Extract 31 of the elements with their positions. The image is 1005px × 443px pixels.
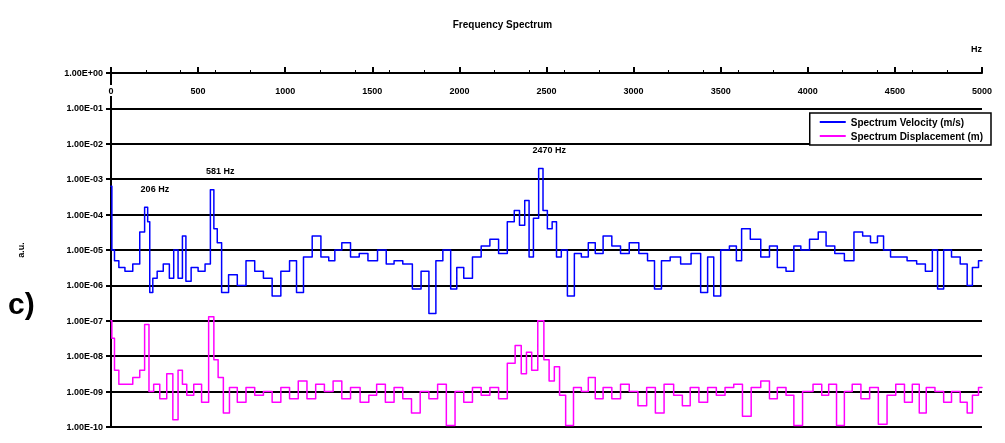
x-axis-title: Hz (970, 43, 983, 54)
chart-title: Frequency Spectrum (452, 18, 553, 30)
x-tick-label: 1500 (362, 85, 383, 96)
y-tick-label: 1.00E-03 (66, 174, 103, 185)
x-tick-label: 3000 (623, 85, 644, 96)
annotation: 2470 Hz (532, 145, 567, 156)
y-tick-label: 1.00E-05 (66, 245, 103, 255)
x-tick-label: 2500 (536, 85, 557, 96)
y-tick-label: 1.00E-02 (66, 138, 103, 149)
x-tick-label: 2000 (449, 85, 470, 96)
y-axis-title: a.u. (15, 242, 26, 258)
x-tick-label: 4000 (797, 85, 818, 96)
x-tick-label: 4500 (884, 85, 905, 96)
annotation: 206 Hz (140, 183, 170, 194)
x-tick-label: 1000 (275, 85, 296, 96)
y-tick-label: 1.00E-01 (66, 103, 103, 114)
y-tick-label: 1.00E+00 (64, 68, 103, 78)
y-tick-label: 1.00E-07 (66, 315, 103, 326)
x-tick-label: 500 (190, 85, 206, 96)
y-tick-label: 1.00E-06 (66, 280, 103, 291)
x-tick-label: 0 (108, 85, 114, 96)
y-tick-label: 1.00E-10 (66, 422, 103, 432)
x-tick-label: 5000 (971, 85, 992, 96)
x-tick-label: 3500 (710, 85, 731, 96)
legend-label: Spectrum Velocity (m/s) (850, 116, 965, 128)
y-tick-label: 1.00E-09 (66, 386, 103, 397)
y-tick-label: 1.00E-08 (66, 351, 103, 362)
y-tick-label: 1.00E-04 (66, 209, 103, 220)
text: c) (8, 286, 35, 320)
legend-label: Spectrum Displacement (m) (850, 130, 984, 142)
annotation: 581 Hz (205, 166, 235, 177)
